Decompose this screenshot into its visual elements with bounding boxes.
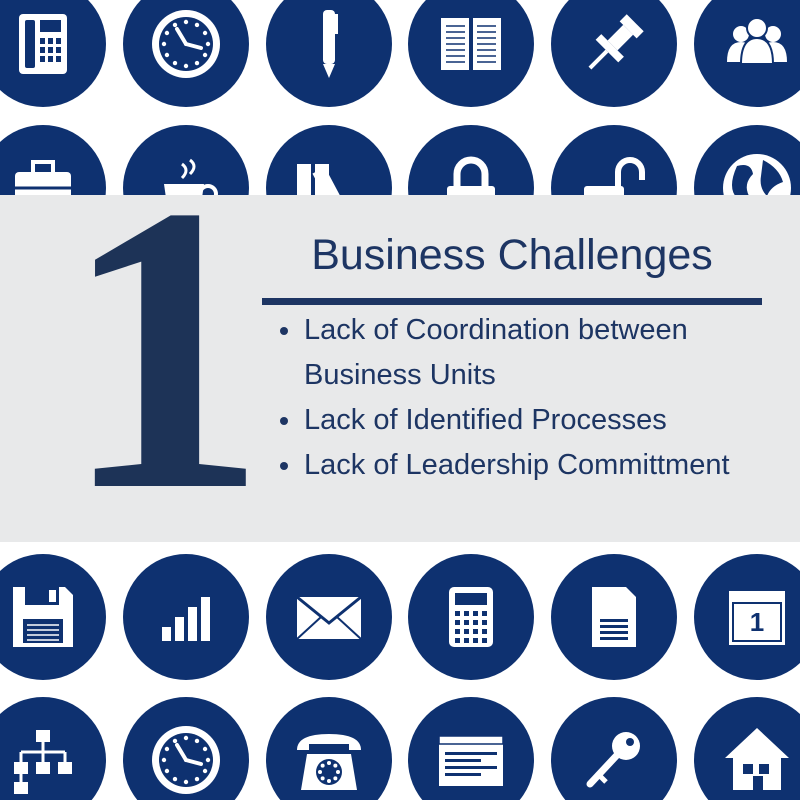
icon-tile: [551, 554, 677, 680]
page-title: Business Challenges: [311, 231, 713, 279]
icon-tile: [408, 0, 534, 107]
title-divider: [262, 298, 762, 305]
pen-icon: [323, 10, 338, 78]
key-icon: [586, 732, 640, 788]
clock-icon: [152, 10, 220, 78]
icon-tile: [123, 0, 249, 107]
rotary-phone-icon: [297, 734, 361, 790]
people-icon: [727, 17, 787, 65]
document-icon: [592, 587, 636, 647]
bullet-item: Lack of Identified Processes: [270, 398, 770, 443]
icon-tile: [694, 697, 800, 800]
bullet-item: Lack of Leadership Committment: [270, 443, 770, 488]
browser-window-icon: [438, 735, 504, 786]
icon-tile: [0, 554, 106, 680]
calendar-icon: 1: [729, 591, 785, 645]
pushpin-icon: [588, 14, 644, 70]
notebook-icon: [441, 18, 501, 70]
icon-tile: [0, 697, 106, 800]
icon-tile: [266, 0, 392, 107]
icon-tile: [266, 554, 392, 680]
bar-chart-icon: [162, 597, 210, 641]
icon-tile: [123, 697, 249, 800]
icon-tile: [123, 554, 249, 680]
icon-tile: [0, 0, 106, 107]
icon-tile: [551, 0, 677, 107]
icon-circle: [266, 697, 392, 800]
envelope-icon: [296, 595, 362, 640]
org-chart-icon: [14, 730, 72, 794]
calculator-icon: [449, 587, 493, 647]
content-panel: [0, 195, 800, 542]
clock-icon: [152, 726, 220, 794]
big-number: 1: [62, 121, 267, 575]
floppy-disk-icon: [13, 587, 73, 647]
bullet-item: Lack of Coordination between Business Un…: [270, 308, 770, 398]
icon-tile: [408, 554, 534, 680]
icon-tile: [266, 697, 392, 800]
icon-circle: [0, 697, 106, 800]
icon-tile: [551, 697, 677, 800]
calendar-day: 1: [750, 607, 764, 637]
icon-tile: [694, 0, 800, 107]
icon-tile: 1: [694, 554, 800, 680]
bullet-list: Lack of Coordination between Business Un…: [270, 308, 770, 488]
icon-circle: [123, 554, 249, 680]
icon-tile: [408, 697, 534, 800]
house-icon: [725, 728, 789, 790]
phone-icon: [19, 14, 67, 74]
